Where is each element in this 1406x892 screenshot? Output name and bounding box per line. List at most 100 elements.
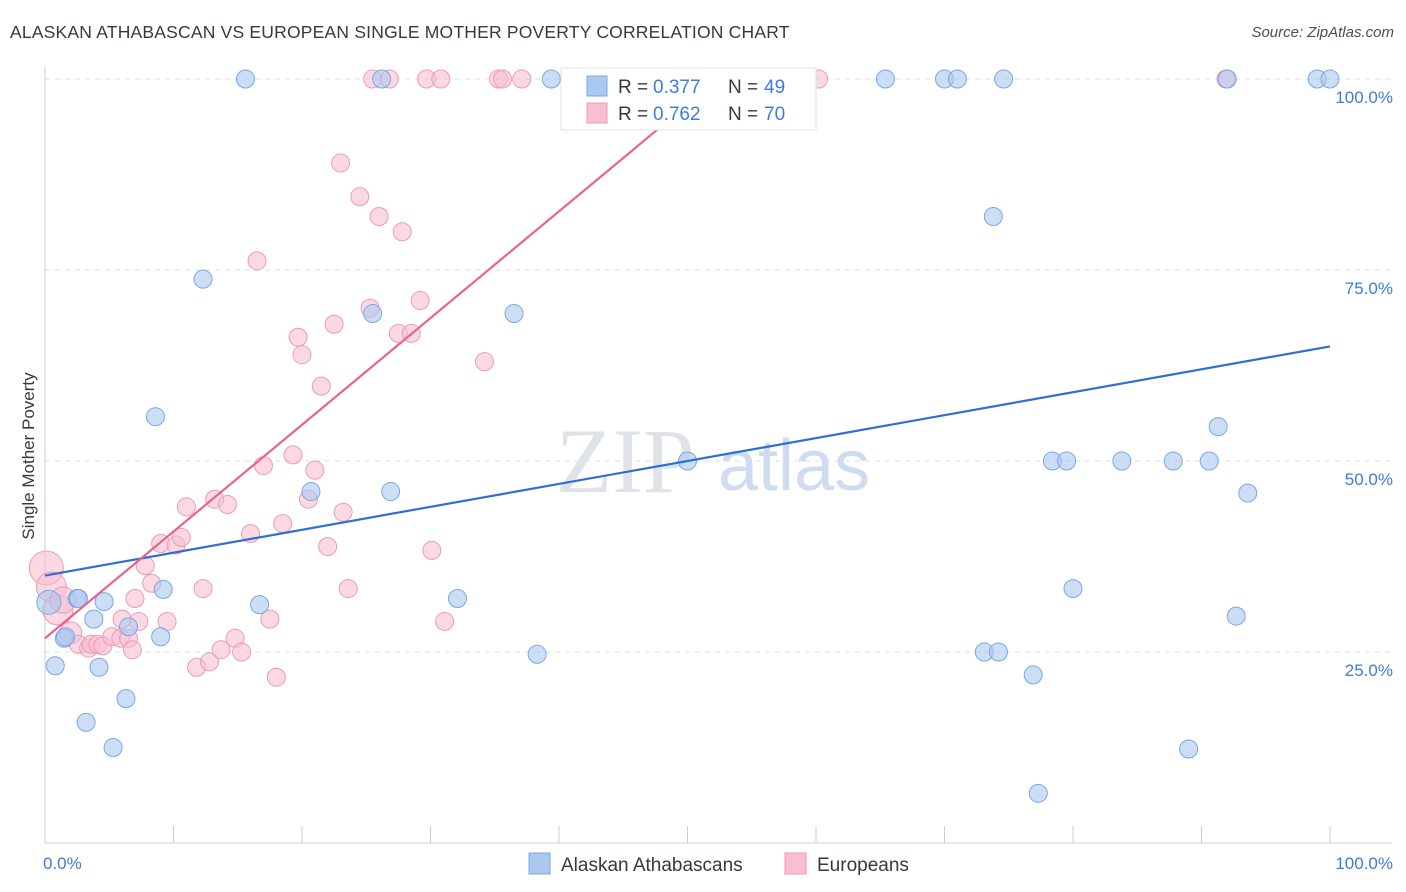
data-point-alaskan-athabascan	[372, 69, 392, 89]
axes-layer	[44, 67, 1392, 844]
data-point-alaskan-athabascan	[363, 304, 383, 324]
data-point-european	[435, 611, 455, 631]
data-point-european	[305, 460, 325, 480]
data-point-european	[273, 514, 293, 534]
legend-label-europeans: Europeans	[817, 855, 909, 876]
legend-n-value: 70	[764, 104, 785, 125]
data-point-european	[253, 456, 273, 476]
data-point-alaskan-athabascan	[116, 689, 136, 709]
data-point-european	[193, 579, 213, 599]
data-point-alaskan-athabascan	[983, 207, 1003, 227]
legend-swatch-blue	[586, 75, 608, 97]
data-point-alaskan-athabascan	[193, 269, 213, 289]
data-point-alaskan-athabascan	[76, 712, 96, 732]
data-point-alaskan-athabascan	[947, 69, 967, 89]
legend-r-label: R =	[618, 104, 648, 125]
legend-r-label: R =	[618, 77, 648, 98]
y-tick-label: 50.0%	[1345, 470, 1393, 489]
data-point-alaskan-athabascan	[36, 589, 62, 615]
data-point-european	[292, 345, 312, 365]
data-point-european	[324, 314, 344, 334]
data-point-european	[260, 609, 280, 629]
data-point-alaskan-athabascan	[541, 69, 561, 89]
data-point-alaskan-athabascan	[235, 69, 255, 89]
data-point-alaskan-athabascan	[146, 407, 166, 427]
data-point-european	[474, 352, 494, 372]
data-point-european	[266, 667, 286, 687]
data-point-european	[392, 222, 412, 242]
legend-label-alaskan-athabascans: Alaskan Athabascans	[561, 855, 743, 876]
data-point-alaskan-athabascan	[151, 627, 171, 647]
y-axis-title: Single Mother Poverty	[19, 372, 38, 540]
data-point-alaskan-athabascan	[250, 595, 270, 615]
data-point-european	[217, 495, 237, 515]
data-point-alaskan-athabascan	[504, 304, 524, 324]
series-alaskan-athabascans	[36, 69, 1340, 803]
legend-n-value: 49	[764, 77, 785, 98]
data-point-alaskan-athabascan	[1063, 579, 1083, 599]
data-point-european	[211, 640, 231, 660]
legend-r-value: 0.377	[653, 77, 701, 98]
chart-title: ALASKAN ATHABASCAN VS EUROPEAN SINGLE MO…	[10, 22, 790, 42]
data-point-alaskan-athabascan	[527, 644, 547, 664]
trend-line-europeans	[44, 78, 720, 640]
data-point-alaskan-athabascan	[84, 609, 104, 629]
data-point-european	[333, 502, 353, 522]
y-tick-label: 75.0%	[1345, 279, 1393, 298]
x-tick-label: 0.0%	[43, 854, 82, 873]
trend-lines	[44, 78, 1331, 640]
legend-swatch-blue	[528, 852, 551, 875]
data-point-european	[492, 69, 512, 89]
data-point-alaskan-athabascan	[1163, 451, 1183, 471]
legend-n-label: N =	[728, 104, 758, 125]
data-point-alaskan-athabascan	[1226, 606, 1246, 626]
data-point-european	[338, 579, 358, 599]
data-point-alaskan-athabascan	[875, 69, 895, 89]
data-point-alaskan-athabascan	[1199, 451, 1219, 471]
data-point-alaskan-athabascan	[1320, 69, 1340, 89]
data-point-alaskan-athabascan	[68, 589, 88, 609]
data-point-european	[247, 251, 267, 271]
data-point-european	[171, 527, 191, 547]
data-point-alaskan-athabascan	[1028, 783, 1048, 803]
data-point-european	[283, 445, 303, 465]
data-point-alaskan-athabascan	[1208, 417, 1228, 437]
data-point-alaskan-athabascan	[56, 627, 76, 647]
data-point-european	[125, 589, 145, 609]
legend-n-label: N =	[728, 77, 758, 98]
data-point-european	[431, 69, 451, 89]
data-point-european	[199, 652, 219, 672]
legend-swatch-pink	[784, 852, 807, 875]
legend-r-value: 0.762	[653, 104, 701, 125]
data-point-european	[311, 376, 331, 396]
data-point-european	[512, 69, 532, 89]
data-point-european	[232, 642, 252, 662]
data-point-alaskan-athabascan	[45, 656, 65, 676]
series-europeans	[28, 69, 1236, 687]
tick-labels: 25.0% 50.0% 75.0% 100.0% 0.0% 100.0%	[43, 88, 1393, 873]
data-point-european	[176, 497, 196, 517]
data-point-alaskan-athabascan	[1179, 739, 1199, 759]
data-point-alaskan-athabascan	[381, 482, 401, 502]
data-point-european	[331, 153, 351, 173]
data-point-alaskan-athabascan	[988, 642, 1008, 662]
data-point-alaskan-athabascan	[1023, 665, 1043, 685]
data-point-alaskan-athabascan	[103, 738, 123, 757]
series-legend: Alaskan Athabascans Europeans	[528, 852, 909, 876]
data-point-alaskan-athabascan	[94, 592, 114, 612]
watermark-atlas: atlas	[718, 426, 870, 506]
grid-layer	[45, 78, 1392, 653]
stats-legend: R = 0.377 N = 49 R = 0.762 N = 70	[560, 67, 817, 131]
data-point-european	[350, 187, 370, 207]
data-point-alaskan-athabascan	[89, 657, 109, 677]
watermark-zip: ZIP	[556, 410, 694, 512]
trend-line-alaskan-athabascans	[44, 345, 1331, 577]
data-point-european	[318, 537, 338, 557]
y-tick-label: 100.0%	[1335, 88, 1393, 107]
data-point-european	[122, 640, 142, 660]
data-point-alaskan-athabascan	[447, 589, 467, 609]
data-point-alaskan-athabascan	[1238, 483, 1258, 503]
watermark: ZIP atlas	[556, 410, 870, 512]
data-point-alaskan-athabascan	[994, 69, 1014, 89]
